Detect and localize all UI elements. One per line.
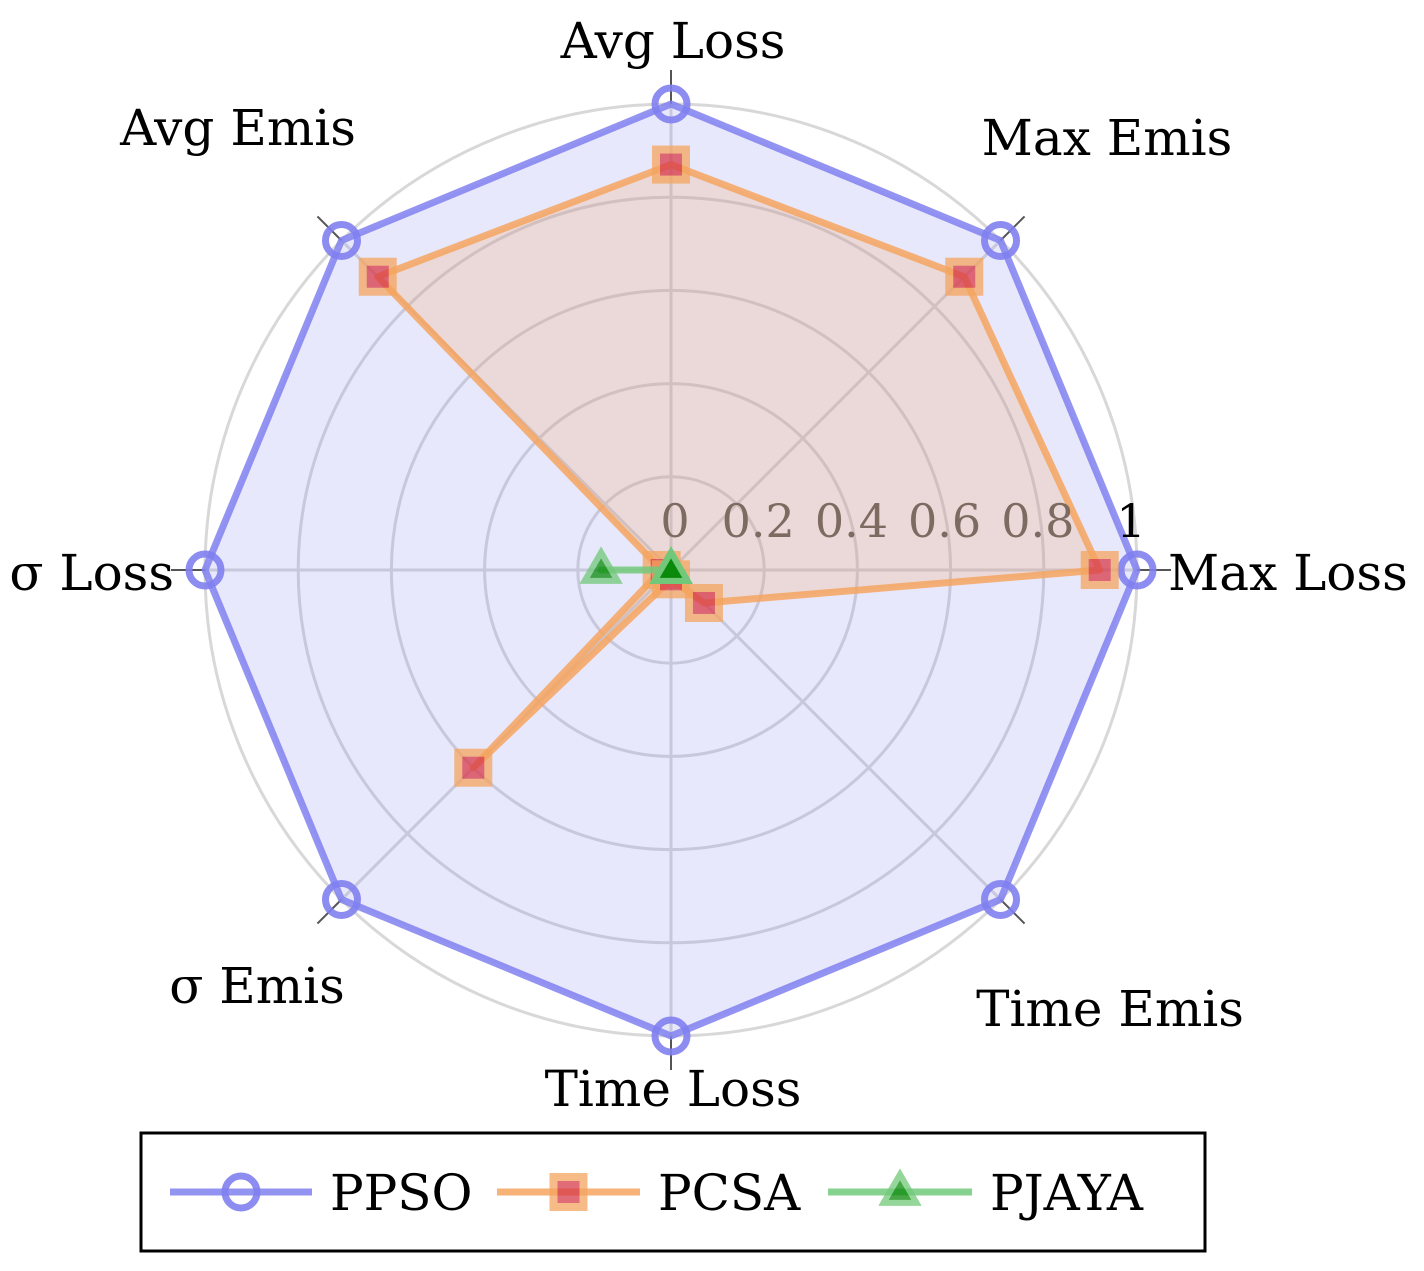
legend-item-pcsa: PCSA — [497, 1164, 801, 1222]
axis-label-max-loss: Max Loss — [1168, 544, 1408, 602]
point-ppso-time-emis — [981, 880, 1021, 920]
point-ppso-avg-emis — [321, 220, 361, 260]
point-ppso-sigma-loss — [185, 550, 225, 590]
axis-label-sigma-emis: σ Emis — [169, 957, 345, 1015]
tick-label-2: 0.4 — [815, 494, 888, 548]
legend-item-pjaya: PJAYA — [828, 1164, 1144, 1222]
point-pcsa-sigma-emis-shape — [454, 748, 493, 787]
point-ppso-avg-loss — [651, 84, 691, 124]
point-pcsa-avg-loss — [652, 145, 690, 184]
axis-label-avg-loss: Avg Loss — [560, 12, 786, 70]
legend-marker-pcsa — [549, 1173, 588, 1211]
point-pcsa-avg-loss-shape — [652, 145, 690, 184]
point-pjaya-time-emis — [649, 546, 693, 584]
point-pcsa-sigma-emis — [454, 748, 493, 787]
point-pcsa-avg-emis — [358, 257, 397, 296]
legend-marker-pjaya — [878, 1168, 922, 1206]
legend-box — [139, 1131, 1207, 1253]
tick-label-4: 0.8 — [1001, 494, 1074, 548]
tick-label-0: 0 — [660, 494, 689, 548]
axis-label-time-emis: Time Emis — [976, 980, 1244, 1038]
point-pcsa-max-emis — [945, 257, 984, 296]
point-ppso-max-emis — [981, 220, 1021, 260]
point-pcsa-time-emis — [684, 583, 723, 622]
axis-label-time-loss: Time Loss — [545, 1060, 802, 1118]
legend-label-pjaya: PJAYA — [990, 1164, 1144, 1222]
axis-label-sigma-loss: σ Loss — [9, 544, 174, 602]
point-pjaya-sigma-loss — [579, 546, 623, 584]
point-pcsa-time-emis-shape — [684, 583, 723, 622]
tick-label-1: 0.2 — [722, 494, 795, 548]
point-pjaya-time-emis-shape — [649, 546, 693, 584]
point-ppso-time-loss — [651, 1016, 691, 1056]
legend-marker-ppso — [221, 1172, 261, 1212]
point-pcsa-max-loss-shape — [1080, 551, 1119, 589]
axis-labels: Max Loss Max Emis Avg Loss Avg Emis σ Loss σ … — [9, 12, 1407, 1118]
point-ppso-max-loss — [1117, 550, 1157, 590]
legend: PPSO PCSA PJAYA — [139, 1131, 1207, 1253]
axis-label-max-emis: Max Emis — [982, 109, 1233, 167]
point-pcsa-max-loss — [1080, 551, 1119, 589]
tick-labels: 0 0.2 0.4 0.6 0.8 1 — [660, 494, 1145, 548]
legend-item-ppso: PPSO — [170, 1164, 473, 1222]
axis-label-avg-emis: Avg Emis — [119, 99, 356, 157]
point-pjaya-sigma-loss-shape — [579, 546, 623, 584]
tick-label-5: 1 — [1116, 494, 1145, 548]
tick-label-3: 0.6 — [908, 494, 981, 548]
legend-label-ppso: PPSO — [330, 1164, 473, 1222]
point-pcsa-max-emis-shape — [945, 257, 984, 296]
series-layer — [185, 84, 1157, 1056]
spoke-time-emis — [669, 568, 1002, 901]
point-ppso-sigma-emis — [321, 880, 361, 920]
point-pcsa-avg-emis-shape — [358, 257, 397, 296]
legend-label-pcsa: PCSA — [658, 1164, 801, 1222]
series-pjaya — [579, 546, 693, 584]
